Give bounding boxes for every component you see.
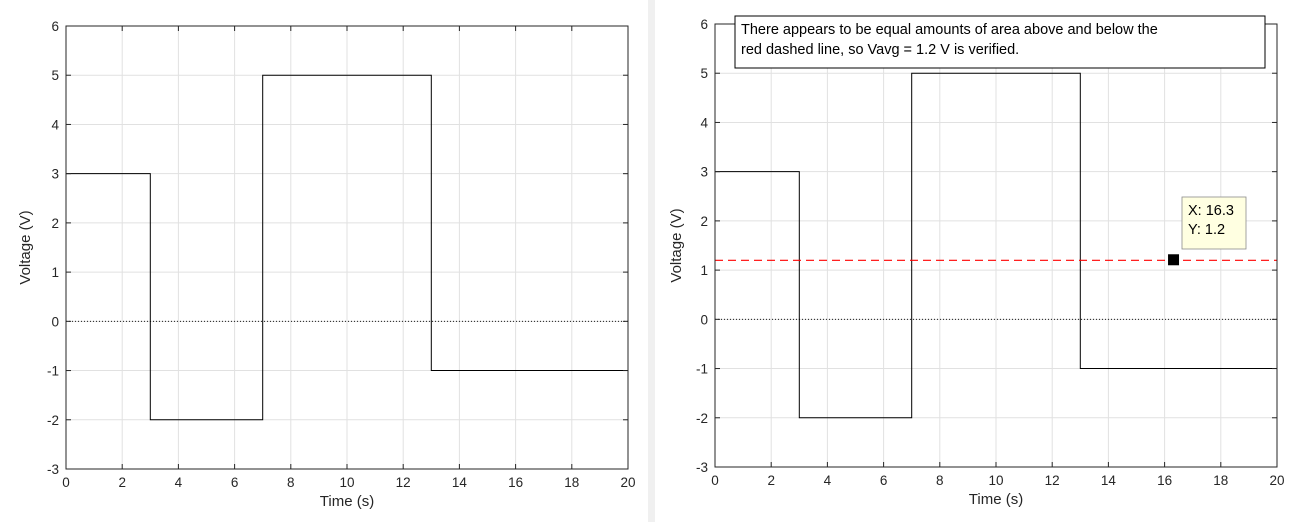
signal-line (715, 72, 1277, 419)
y-tick-label: -2 (47, 413, 59, 428)
y-tick-label: 6 (700, 17, 708, 32)
y-tick-label: 6 (51, 19, 59, 34)
y-tick-label: -1 (47, 364, 59, 379)
y-tick-label: 3 (51, 167, 59, 182)
x-tick-label: 12 (1045, 473, 1060, 488)
x-axis-label: Time (s) (969, 491, 1023, 508)
y-tick-label: 1 (51, 265, 59, 280)
datatip-box (1181, 196, 1247, 250)
y-tick-label: 0 (51, 314, 59, 329)
y-tick-label: 5 (700, 66, 708, 81)
y-tick-label: 0 (700, 312, 708, 327)
y-tick-label: 5 (51, 68, 59, 83)
datatip-marker (1168, 254, 1180, 266)
x-tick-label: 16 (508, 475, 523, 490)
x-tick-label: 2 (767, 473, 775, 488)
y-axis-label: Voltage (V) (17, 210, 34, 284)
x-tick-label: 6 (880, 473, 888, 488)
x-tick-label: 8 (936, 473, 944, 488)
x-tick-label: 8 (287, 475, 295, 490)
y-tick-label: -3 (696, 460, 708, 475)
x-tick-label: 16 (1157, 473, 1172, 488)
x-tick-label: 12 (396, 475, 411, 490)
y-tick-label: 2 (700, 214, 708, 229)
x-tick-label: 10 (339, 475, 354, 490)
x-tick-label: 0 (62, 475, 70, 490)
signal-line (66, 74, 628, 421)
y-tick-label: 4 (700, 115, 708, 130)
x-tick-label: 0 (711, 473, 719, 488)
y-tick-label: 2 (51, 216, 59, 231)
figure-right: 0 2 4 6 8 10 12 14 16 18 20 -3 -2 -1 0 1 2 3 4 5 6 Time (s) Vo… (655, 0, 1293, 522)
y-axis-label: Voltage (V) (668, 208, 685, 282)
y-tick-label: -1 (696, 362, 708, 377)
y-tick-label: 1 (700, 263, 708, 278)
x-tick-label: 10 (988, 473, 1003, 488)
y-tick-label: 3 (700, 165, 708, 180)
y-tick-label: -2 (696, 411, 708, 426)
x-tick-label: 20 (1269, 473, 1284, 488)
x-tick-label: 2 (118, 475, 126, 490)
x-tick-label: 18 (564, 475, 579, 490)
annotation-text-line: red dashed line, so Vavg = 1.2 V is veri… (741, 42, 1019, 58)
figure-left: 0 2 4 6 8 10 12 14 16 18 20 -3 -2 -1 0 1 2 3 4 5 6 Time (s) Vo… (0, 0, 648, 522)
annotation-box (734, 15, 1266, 69)
y-tick-label: -3 (47, 462, 59, 477)
x-tick-label: 6 (231, 475, 239, 490)
datatip-text-line: X: 16.3 (1188, 203, 1234, 219)
x-tick-label: 4 (824, 473, 832, 488)
x-tick-label: 14 (1101, 473, 1117, 488)
datatip-text-line: Y: 1.2 (1188, 222, 1225, 238)
x-axis-label: Time (s) (320, 493, 374, 510)
x-tick-label: 20 (620, 475, 635, 490)
x-tick-label: 14 (452, 475, 468, 490)
x-tick-label: 18 (1213, 473, 1228, 488)
x-tick-label: 4 (175, 475, 183, 490)
y-tick-label: 4 (51, 117, 59, 132)
annotation-text-line: There appears to be equal amounts of are… (741, 22, 1158, 38)
